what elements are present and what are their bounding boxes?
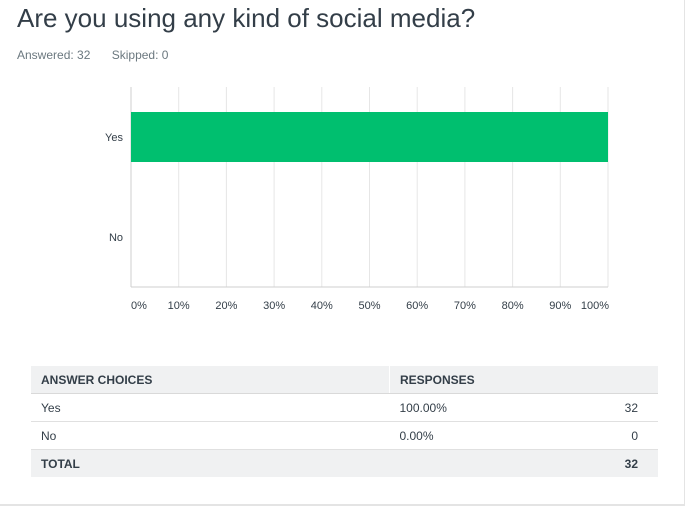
x-tick-label: 20%	[215, 300, 237, 312]
table-row: No 0.00% 0	[31, 421, 658, 450]
choice-cell: Yes	[31, 393, 390, 422]
x-tick-label: 10%	[168, 300, 190, 312]
header-answer-choices: ANSWER CHOICES	[31, 366, 390, 394]
question-title: Are you using any kind of social media?	[17, 3, 476, 33]
x-tick-label: 70%	[454, 300, 476, 312]
x-tick-label: 100%	[581, 300, 609, 312]
x-tick-label: 80%	[502, 300, 524, 312]
x-tick-label: 30%	[263, 300, 285, 312]
x-tick-label: 60%	[406, 300, 428, 312]
skipped-count: Skipped: 0	[111, 48, 169, 62]
header-responses: RESPONSES	[389, 366, 570, 394]
answered-count: Answered: 32	[17, 48, 91, 62]
total-row: TOTAL 32	[31, 449, 658, 477]
count-cell: 32	[570, 393, 658, 422]
x-tick-label: 90%	[549, 300, 571, 312]
header-count	[570, 366, 658, 394]
choice-cell: No	[31, 421, 390, 450]
bar-chart: Yes No 0% 10% 20% 30% 40% 50% 60% 70% 80% 90% 100%	[105, 87, 609, 312]
table-header-row: ANSWER CHOICES RESPONSES	[31, 366, 658, 394]
response-meta: Answered: 32 Skipped: 0	[17, 48, 186, 62]
total-count: 32	[570, 449, 658, 477]
total-label: TOTAL	[31, 449, 390, 477]
table-row: Yes 100.00% 32	[31, 393, 658, 422]
x-tick-label: 50%	[358, 300, 380, 312]
category-label-yes: Yes	[105, 132, 123, 144]
percent-cell: 100.00%	[389, 393, 570, 422]
category-label-no: No	[109, 232, 123, 244]
total-percent	[389, 449, 570, 477]
bar-yes	[131, 112, 608, 162]
x-tick-label: 0%	[131, 300, 147, 312]
count-cell: 0	[570, 421, 658, 450]
percent-cell: 0.00%	[389, 421, 570, 450]
x-tick-label: 40%	[311, 300, 333, 312]
summary-table: ANSWER CHOICES RESPONSES Yes 100.00% 32 …	[31, 366, 658, 477]
